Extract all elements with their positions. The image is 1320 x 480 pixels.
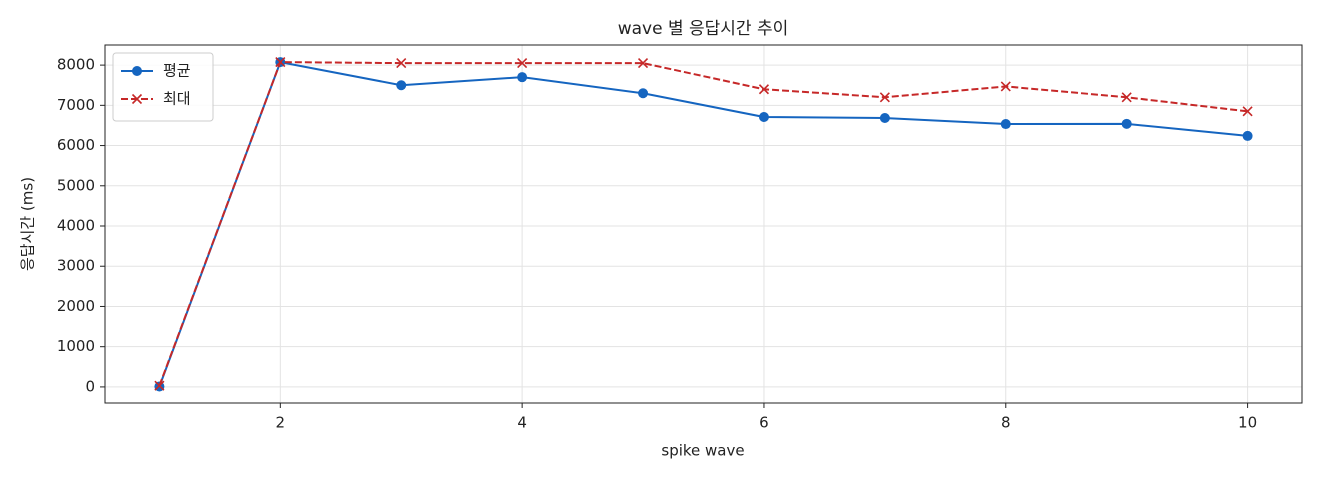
marker (637, 58, 649, 69)
marker (1000, 81, 1011, 92)
marker (275, 57, 286, 68)
x-tick-label: 4 (517, 414, 527, 432)
marker (154, 380, 165, 391)
plot-frame (104, 44, 1303, 404)
marker (517, 58, 528, 69)
x-tick-label: 8 (1001, 414, 1011, 432)
marker (1242, 106, 1253, 117)
marker (1242, 130, 1253, 141)
y-tick-label: 0 (85, 377, 95, 395)
legend-label: 평균 (163, 62, 191, 80)
legend-marker (132, 66, 142, 76)
chart-title: wave 별 응답시간 추이 (618, 19, 789, 39)
y-tick-label: 6000 (57, 136, 95, 154)
legend-marker (131, 93, 143, 105)
x-tick-label: 2 (276, 414, 286, 432)
marker (517, 72, 528, 83)
marker (758, 84, 770, 95)
data-line (158, 61, 1248, 387)
y-tick-label: 3000 (57, 257, 95, 275)
marker (638, 88, 649, 99)
marker (1000, 119, 1011, 130)
marker (396, 80, 407, 91)
y-axis-label: 응답시간 (ms) (19, 177, 37, 271)
marker (879, 92, 890, 103)
data-line (158, 60, 1248, 387)
y-tick-label: 7000 (57, 96, 95, 114)
x-tick-label: 6 (759, 414, 769, 432)
marker (396, 58, 407, 69)
y-tick-label: 5000 (57, 176, 95, 194)
y-tick-label: 4000 (57, 217, 95, 235)
marker (1121, 92, 1132, 103)
x-tick-label: 10 (1238, 414, 1257, 432)
legend-label: 최대 (163, 90, 191, 108)
marker (758, 112, 769, 123)
y-tick-label: 8000 (57, 56, 95, 74)
y-tick-label: 2000 (57, 297, 95, 315)
x-axis-label: spike wave (661, 442, 744, 460)
y-tick-label: 1000 (57, 337, 95, 355)
marker (1121, 118, 1132, 129)
marker (879, 113, 890, 124)
